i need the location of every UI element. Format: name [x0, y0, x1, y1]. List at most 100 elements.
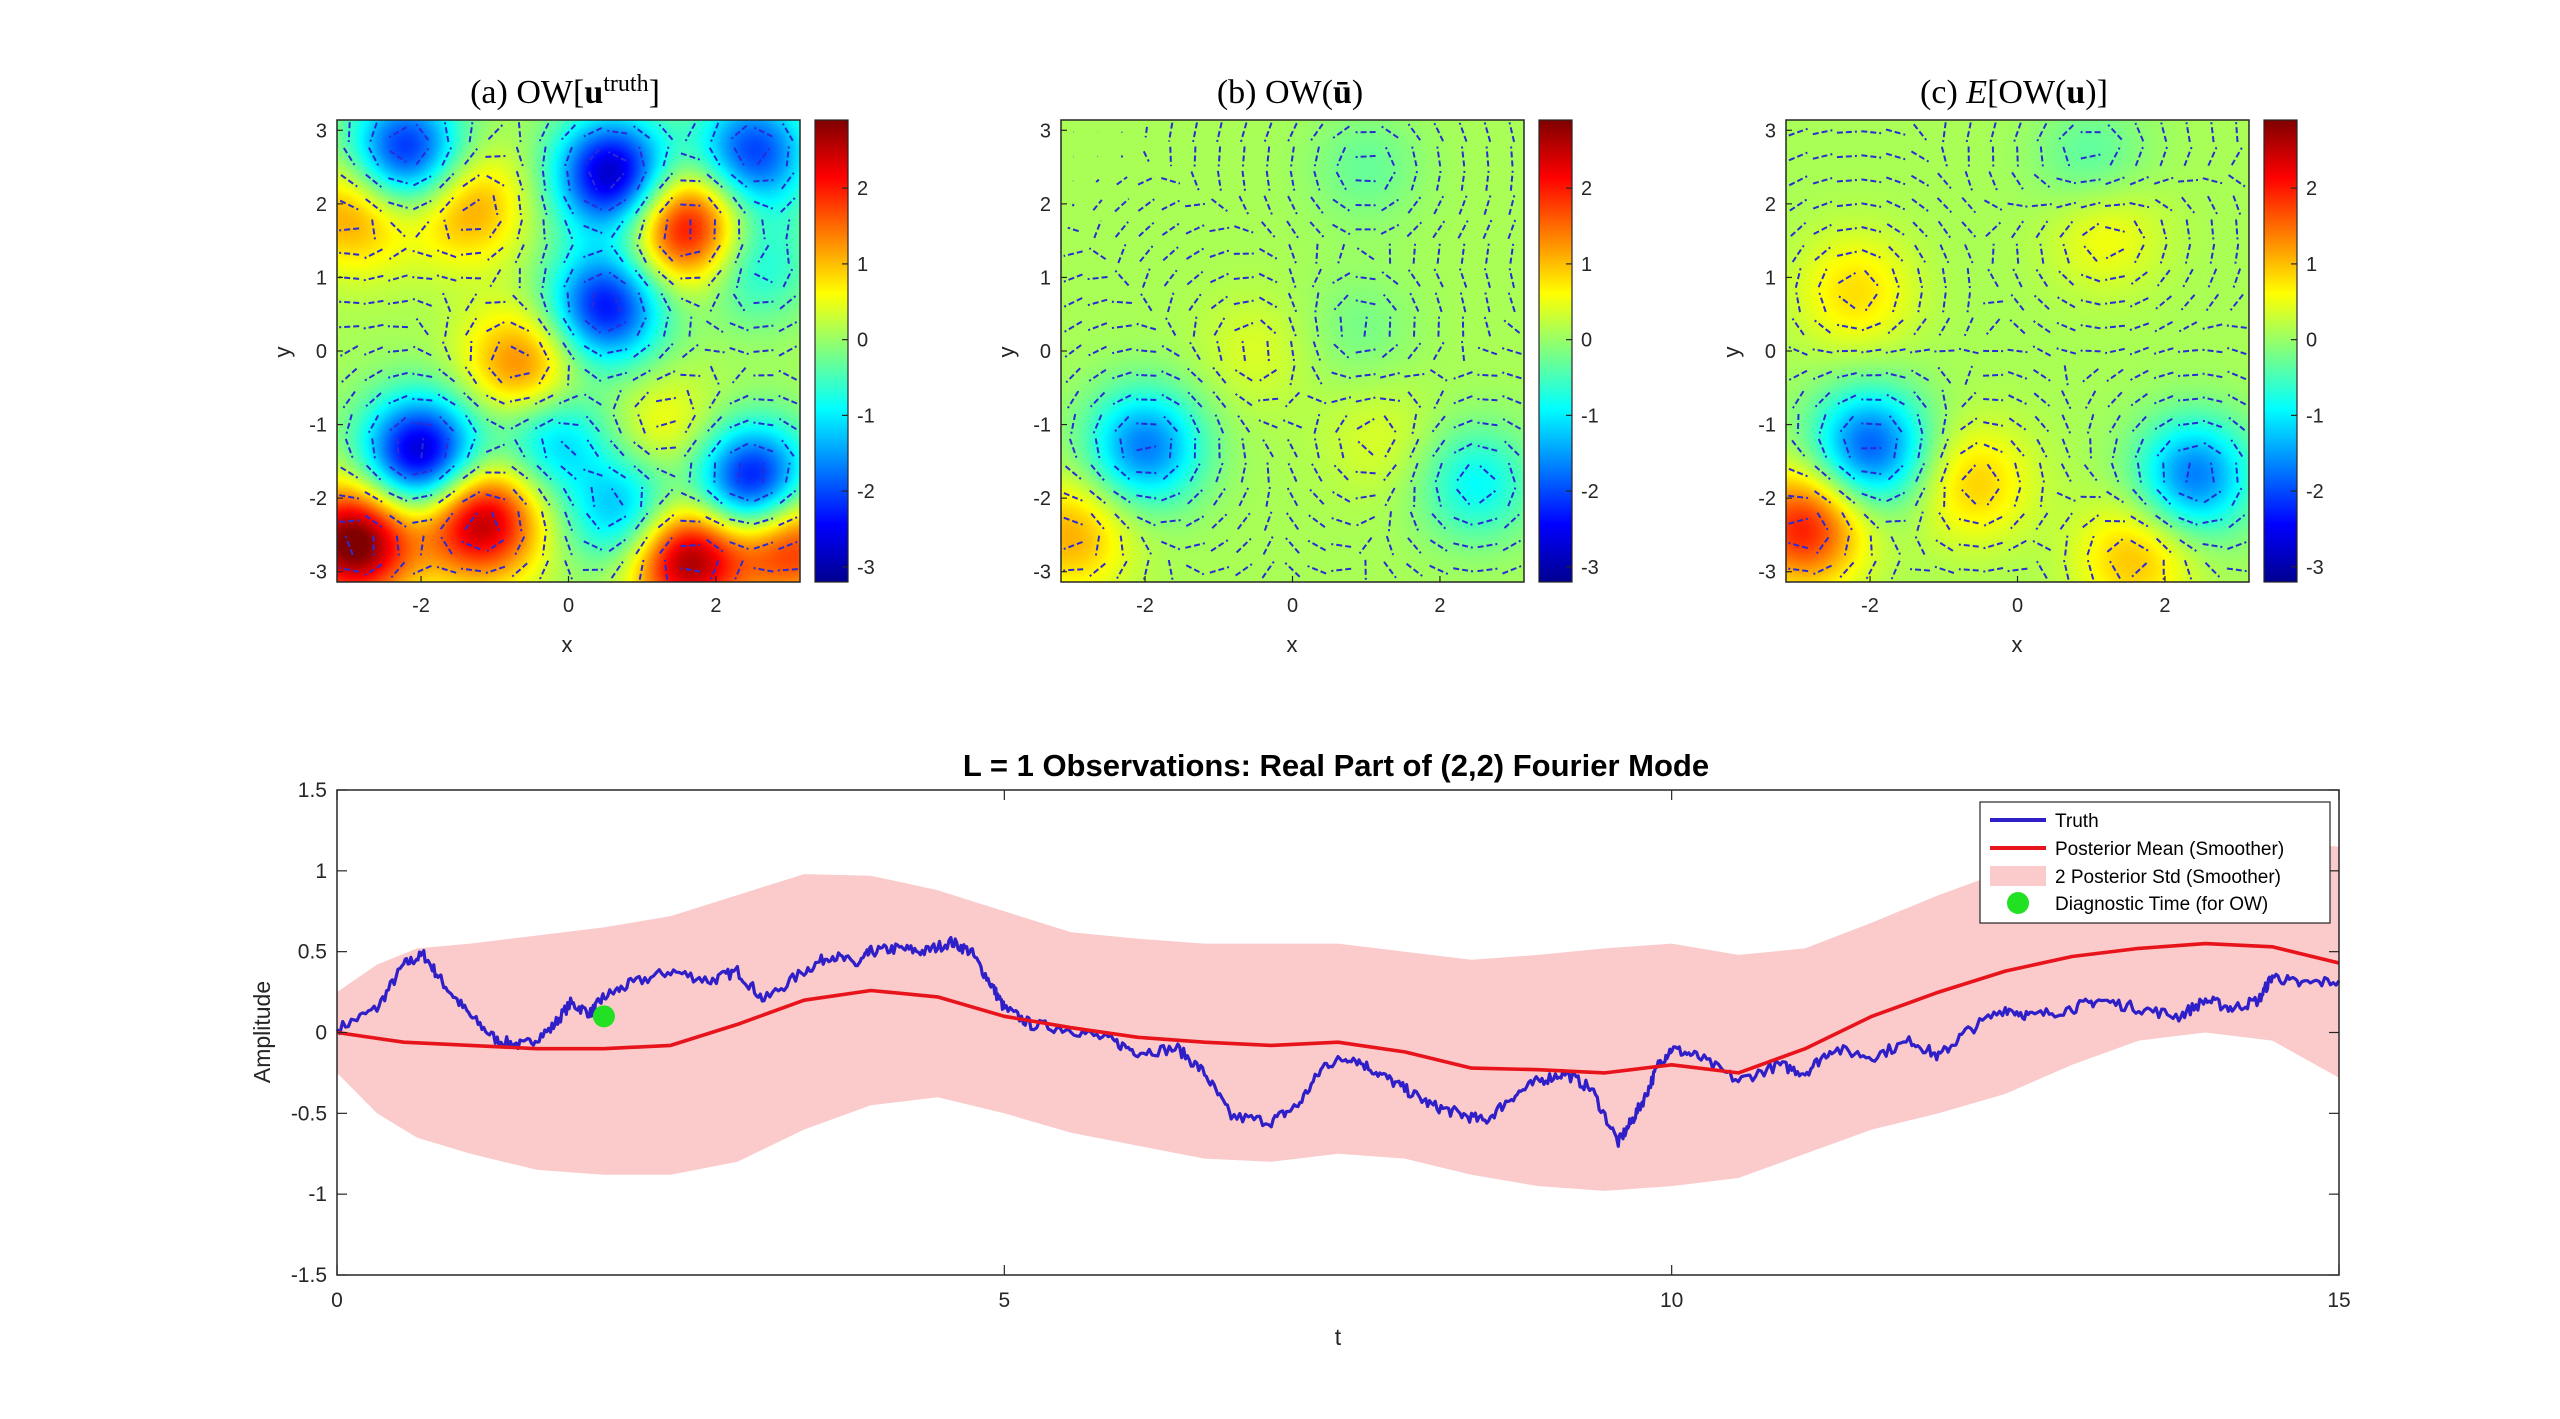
quiver-arrow [2155, 537, 2172, 554]
quiver-arrow [753, 300, 774, 305]
quiver-arrow [1095, 178, 1100, 183]
quiver-arrow [1429, 368, 1448, 382]
quiver-arrow [363, 346, 384, 356]
quiver-arrow [1916, 413, 1924, 434]
quiver-arrow [1453, 442, 1473, 454]
quiver-arrow [1119, 535, 1125, 556]
quiver-arrow [1941, 389, 1948, 410]
quiver-arrow [1284, 391, 1301, 408]
quiver-arrow [2130, 271, 2148, 285]
quiver-arrow [2110, 462, 2120, 483]
quiver-arrow [1410, 170, 1419, 191]
quiver-arrow [1211, 513, 1228, 529]
quiver-arrow [512, 488, 528, 506]
quiver-arrow [2184, 243, 2192, 264]
quiver-arrow [608, 466, 627, 479]
quiver-arrow [1937, 366, 1952, 384]
quiver-arrow [1509, 243, 1515, 264]
quiver-arrow [339, 345, 359, 357]
quiver-arrow [2226, 346, 2247, 356]
quiver-arrow [2178, 492, 2198, 502]
x-tick-label: 10 [1660, 1289, 1683, 1312]
panel-a-xticks: -2 0 2 [412, 576, 722, 617]
quiver-arrow [1817, 438, 1828, 458]
quiver-arrow [1113, 490, 1131, 504]
quiver-arrow [558, 394, 579, 405]
quiver-arrow [1406, 221, 1423, 238]
quiver-arrow [1259, 247, 1278, 260]
quiver-arrow [2061, 438, 2071, 458]
quiver-arrow [389, 416, 407, 432]
quiver-arrow [1983, 199, 2003, 211]
quiver-arrow [1817, 268, 1828, 288]
quiver-arrow [1381, 125, 1399, 139]
y-tick-label: 0.5 [298, 941, 327, 964]
quiver-arrow [2013, 487, 2022, 507]
quiver-arrow [1071, 203, 1075, 207]
quiver-arrow [339, 227, 360, 232]
quiver-arrow [636, 244, 647, 264]
quiver-arrow [463, 392, 479, 408]
quiver-arrow [2015, 243, 2020, 264]
x-tick-label: 0 [563, 595, 574, 617]
quiver-arrow [1983, 300, 2004, 305]
quiver-arrow [1355, 396, 1376, 403]
quiver-arrow [753, 491, 773, 503]
quiver-arrow [1477, 444, 1498, 452]
x-tick-label: 0 [1287, 595, 1298, 617]
quiver-arrow [365, 173, 382, 188]
quiver-arrow [444, 316, 450, 337]
quiver-arrow [609, 172, 625, 189]
quiver-arrow [2032, 345, 2052, 357]
quiver-arrow [2185, 219, 2191, 240]
quiver-arrow [583, 199, 603, 211]
quiver-arrow [584, 319, 602, 334]
quiver-arrow [1339, 316, 1343, 337]
panel-c-quiver [1788, 122, 2247, 580]
quiver-arrow [585, 148, 601, 165]
panel-c-yticks: 3 2 1 0 -1 -2 -3 [1758, 120, 1792, 584]
quiver-arrow [1136, 445, 1157, 452]
y-tick-label: -3 [1758, 562, 1776, 584]
posterior-mean-series [336, 941, 2340, 1075]
quiver-arrow [1839, 561, 1855, 578]
quiver-arrow [540, 511, 548, 532]
quiver-arrow [2010, 220, 2025, 239]
quiver-arrow [1314, 292, 1320, 313]
quiver-arrow [1233, 276, 1254, 280]
quiver-arrow [2111, 438, 2118, 459]
quiver-arrow [1864, 293, 1878, 312]
quiver-arrow [2207, 146, 2218, 167]
quiver-arrow [1861, 178, 1882, 184]
quiver-arrow [1483, 122, 1492, 143]
quiver-arrow [387, 371, 408, 379]
quiver-arrow [1503, 513, 1520, 529]
quiver-arrow [1940, 146, 1948, 167]
quiver-arrow [1063, 541, 1083, 550]
quiver-arrow [2033, 173, 2051, 188]
quiver-arrow [1407, 123, 1422, 141]
quiver-arrow [1940, 462, 1949, 483]
quiver-arrow [490, 511, 500, 531]
quiver-arrow [1355, 299, 1376, 306]
quiver-arrow [753, 349, 774, 353]
quiver-arrow [1842, 438, 1852, 459]
quiver-arrow [659, 536, 673, 555]
quiver-arrow [1338, 438, 1345, 459]
quiver-arrow [1112, 371, 1132, 380]
quiver-arrow [2235, 219, 2239, 240]
quiver-arrow [1331, 396, 1352, 404]
quiver-arrow [634, 269, 649, 287]
quiver-arrow [704, 348, 725, 354]
quiver-arrow [1917, 292, 1923, 313]
quiver-arrow [1916, 268, 1924, 289]
panel-c-ylabel: y [1719, 347, 1744, 358]
quiver-arrow [486, 321, 505, 333]
quiver-arrow [1437, 316, 1440, 337]
quiver-arrow [367, 414, 380, 434]
y-tick-label: 0 [1040, 341, 1051, 363]
quiver-arrow [1458, 122, 1468, 142]
quiver-arrow [708, 244, 721, 263]
quiver-arrow [1139, 245, 1154, 263]
quiver-arrow [1861, 248, 1881, 259]
